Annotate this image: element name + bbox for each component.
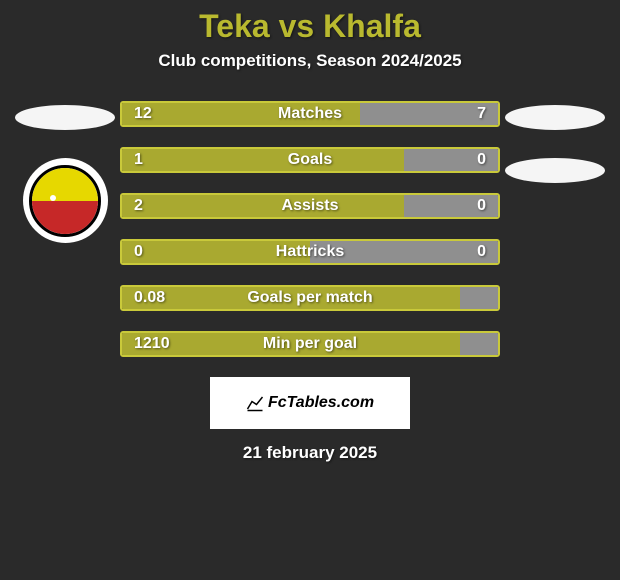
stat-value-right: 0	[477, 197, 486, 215]
left-player-column	[10, 101, 120, 357]
stat-label: Assists	[282, 197, 339, 215]
stat-label: Goals per match	[247, 289, 372, 307]
attribution-badge: FcTables.com	[210, 377, 410, 429]
player-silhouette-right-body	[505, 158, 605, 183]
stat-label: Matches	[278, 105, 342, 123]
stat-value-left: 2	[134, 197, 143, 215]
badge-graphic	[29, 165, 101, 237]
attribution-text: FcTables.com	[268, 394, 374, 412]
stat-row: 0.08 Goals per match	[120, 285, 500, 311]
bar-right	[460, 333, 498, 355]
stat-row: 2 0 Assists	[120, 193, 500, 219]
stat-row: 1210 Min per goal	[120, 331, 500, 357]
chart-icon	[246, 394, 264, 412]
stat-label: Min per goal	[263, 335, 357, 353]
stat-value-right: 0	[477, 243, 486, 261]
stat-row: 0 0 Hattricks	[120, 239, 500, 265]
bar-right	[460, 287, 498, 309]
stat-value-left: 12	[134, 105, 152, 123]
comparison-area: 12 7 Matches 1 0 Goals 2 0 Assists 0 0 Hattricks 0.0…	[0, 101, 620, 357]
infographic-container: Teka vs Khalfa Club competitions, Season…	[0, 0, 620, 463]
right-player-column	[500, 101, 610, 357]
left-club-badge	[23, 158, 108, 243]
stats-column: 12 7 Matches 1 0 Goals 2 0 Assists 0 0 Hattricks 0.0…	[120, 101, 500, 357]
stat-value-left: 0	[134, 243, 143, 261]
stat-row: 1 0 Goals	[120, 147, 500, 173]
stat-row: 12 7 Matches	[120, 101, 500, 127]
stat-label: Goals	[288, 151, 332, 169]
subtitle: Club competitions, Season 2024/2025	[0, 51, 620, 71]
stat-label: Hattricks	[276, 243, 344, 261]
stat-value-left: 1	[134, 151, 143, 169]
stat-value-left: 0.08	[134, 289, 165, 307]
bar-left	[122, 149, 404, 171]
date-text: 21 february 2025	[0, 443, 620, 463]
bar-left	[122, 195, 404, 217]
stat-value-right: 7	[477, 105, 486, 123]
badge-top-half	[32, 168, 98, 201]
stat-value-left: 1210	[134, 335, 170, 353]
player-silhouette-left-head	[15, 105, 115, 130]
page-title: Teka vs Khalfa	[0, 8, 620, 45]
stat-value-right: 0	[477, 151, 486, 169]
player-silhouette-right-head	[505, 105, 605, 130]
badge-bottom-half	[32, 201, 98, 234]
